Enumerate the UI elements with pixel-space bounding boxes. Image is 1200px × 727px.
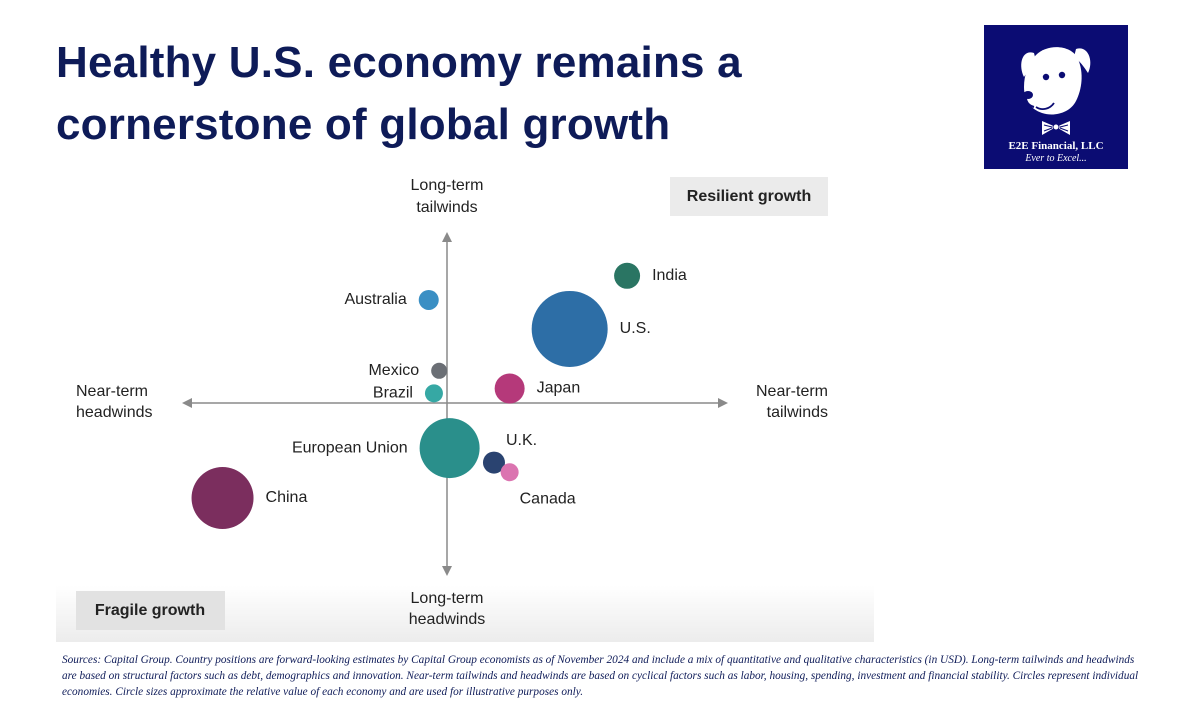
bubble-china <box>191 466 254 529</box>
bubble-u-k <box>482 451 505 474</box>
x-axis-left-arrow <box>182 398 192 408</box>
quadrant-label-box-top-right <box>670 177 828 216</box>
bubble-brazil <box>424 384 443 403</box>
x-axis-right-label-line1: Near-term <box>756 383 828 400</box>
bubble-canada <box>500 463 519 482</box>
x-axis-right-label-line2: tailwinds <box>767 404 828 421</box>
bubble-label-australia: Australia <box>344 291 406 308</box>
quadrant-label-box-bottom-left <box>76 591 225 630</box>
bubble-label-china: China <box>266 489 308 506</box>
logo-tagline: Ever to Excel... <box>1025 153 1087 164</box>
y-axis-top-label-line1: Long-term <box>411 177 484 194</box>
y-axis-bottom-label-line2: headwinds <box>409 611 486 628</box>
bubble-u-s <box>531 290 608 367</box>
y-axis-bottom-arrow <box>442 566 452 576</box>
bubble-label-u-s: U.S. <box>620 320 651 337</box>
chart-panel: Long-term tailwinds Long-term headwinds Near… <box>56 170 874 642</box>
bubble-mexico <box>431 362 448 379</box>
x-axis-left-label-line1: Near-term <box>76 383 148 400</box>
bubble-label-canada: Canada <box>520 490 576 507</box>
bubble-label-mexico: Mexico <box>368 362 419 379</box>
page-title: Healthy U.S. economy remains a cornersto… <box>56 38 742 149</box>
bubble-european-union <box>419 418 480 479</box>
bubble-label-european-union: European Union <box>292 439 408 456</box>
sources-note: Sources: Capital Group. Country position… <box>62 654 1139 698</box>
bubble-label-japan: Japan <box>537 380 581 397</box>
bubble-label-u-k: U.K. <box>506 432 537 449</box>
y-axis-top-label-line2: tailwinds <box>416 199 477 216</box>
x-axis-left-label-line2: headwinds <box>76 404 153 421</box>
y-axis-bottom-label-line1: Long-term <box>411 590 484 607</box>
bubble-australia <box>418 289 439 310</box>
bubble-india <box>614 262 641 289</box>
y-axis-top-arrow <box>442 232 452 242</box>
bubble-japan <box>494 373 525 404</box>
quadrant-label-top-right: Resilient growth <box>687 188 811 205</box>
bubble-chart: Long-term tailwinds Long-term headwinds Near… <box>76 177 828 630</box>
x-axis-right-arrow <box>718 398 728 408</box>
company-logo: E2E Financial, LLC Ever to Excel... <box>984 25 1128 169</box>
dog-mascot-icon <box>1021 47 1091 135</box>
logo-company-name: E2E Financial, LLC <box>1008 140 1104 152</box>
bubble-label-india: India <box>652 267 687 284</box>
bubble-label-brazil: Brazil <box>373 385 413 402</box>
quadrant-label-bottom-left: Fragile growth <box>95 602 205 619</box>
